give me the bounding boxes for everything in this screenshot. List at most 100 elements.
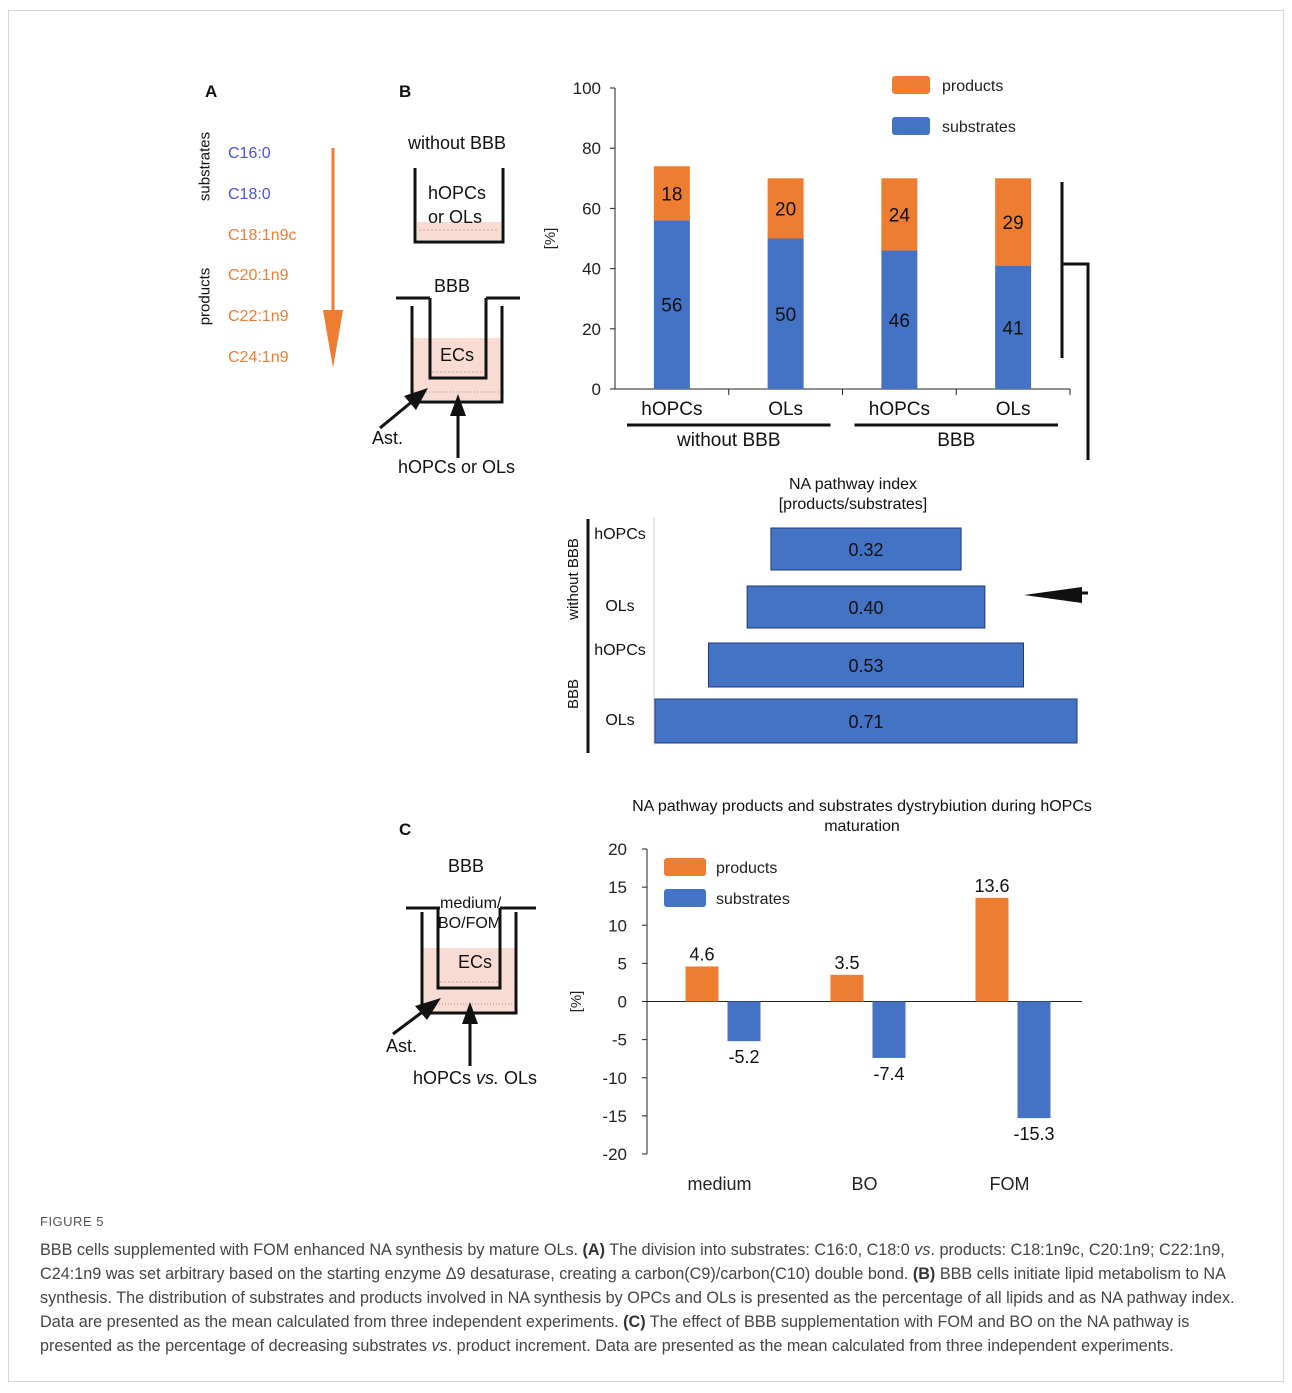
distribution-bar-chart: NA pathway products and substrates dystr… [568,798,1092,1194]
data-label-products: 20 [775,199,796,220]
bar-products [975,897,1009,1002]
bottom-cells-label: hOPCs or OLs [398,457,516,477]
data-label-substrates: -15.3 [1013,1124,1054,1144]
ast-label-c: Ast. [386,1036,418,1056]
y-tick-label: 5 [618,954,627,973]
bar-products [995,178,1032,266]
direction-arrow [323,148,343,368]
pointer-arrows-c [392,998,478,1066]
y-tick-label: 10 [608,916,627,935]
index-bar [770,527,962,571]
legend-label-products: products [716,860,777,877]
well-label-line1: hOPCs [428,183,487,203]
y-tick-label: 100 [573,79,601,98]
panel-label-c: C [399,820,412,839]
products-group-label: products [196,267,214,326]
index-bar [654,698,1078,744]
data-label-products: 13.6 [974,876,1009,896]
pointer-arrows [379,388,466,458]
y-tick-label: 15 [608,878,627,897]
chart-title-line2: maturation [824,818,900,835]
index-row-label: hOPCs [594,642,646,659]
y-tick-label: 0 [592,380,601,399]
y-tick-label: 80 [582,139,601,158]
data-label-products: 18 [661,184,682,205]
chart-title: NA pathway index [789,476,917,493]
pathway-index-chart: NA pathway index [products/substrates] 0.3… [565,476,1088,753]
bar-products [685,966,719,1002]
product-item: C18:1n9c [228,227,297,244]
without-bbb-title: without BBB [408,133,507,153]
bar-substrates [1017,1001,1051,1119]
bar-substrates [872,1001,906,1058]
y-tick-label: 60 [582,199,601,218]
y-axis-label: [%] [568,991,585,1013]
x-tick-label: medium [687,1174,751,1194]
y-tick-label: -15 [602,1107,627,1126]
index-value-label: 0.53 [848,656,883,676]
y-tick-label: 20 [608,840,627,859]
y-tick-label: -20 [602,1145,627,1164]
panel-label-a: A [205,82,218,101]
bar-substrates [995,265,1032,389]
y-tick-label: -10 [602,1069,627,1088]
legend-label-products: products [942,78,1003,95]
y-tick-label: 40 [582,260,601,279]
bar-products [653,166,690,221]
y-tick-label: 0 [618,993,627,1012]
index-bar [707,642,1025,688]
connector-line [1062,262,1090,460]
bar-substrates [881,250,918,389]
legend-label-substrates: substrates [942,119,1016,136]
ecs-label-c: ECs [458,952,493,972]
chart-subtitle: [products/substrates] [779,496,928,513]
bbb-title: BBB [434,276,471,296]
data-label-substrates: 50 [775,305,796,326]
y-axis-label: [%] [542,228,559,250]
data-label-substrates: 56 [661,296,682,317]
legend-label-substrates: substrates [716,891,790,908]
medium-label-line1: medium/ [440,895,502,912]
index-row-label: OLs [605,712,634,729]
well-label-line2: or OLs [428,207,483,227]
bar-substrates [653,220,690,389]
substrate-item: C16:0 [228,145,271,162]
stacked-bar-chart: 0 20 40 60 80 100 [%] 56 18 hOPCs 50 20 OLs 46 24 hOPCs… [542,76,1090,460]
data-label-substrates: 46 [889,311,910,332]
substrate-item: C18:0 [228,186,271,203]
product-item: C24:1n9 [228,349,289,366]
figure-number: FIGURE 5 [40,1214,104,1229]
x-tick-label: FOM [990,1174,1030,1194]
panel-label-b: B [399,82,412,101]
data-label-products: 29 [1003,213,1024,234]
bar-substrates [727,1001,761,1042]
x-tick-label: OLs [768,399,803,420]
chart-title: NA pathway products and substrates dystr… [632,798,1092,815]
legend-swatch-substrates [892,117,930,135]
product-item: C22:1n9 [228,308,289,325]
well-without-bbb [413,168,505,244]
connector-arrowhead [1024,587,1082,603]
x-tick-label: hOPCs [869,399,930,420]
data-label-products: 3.5 [834,953,859,973]
data-label-substrates: -5.2 [728,1047,759,1067]
data-label-products: 24 [889,205,911,226]
x-tick-label: hOPCs [641,399,702,420]
data-label-substrates: -7.4 [873,1064,904,1084]
substrates-group-label: substrates [196,131,214,202]
index-value-label: 0.32 [848,540,883,560]
bbb-title-c: BBB [448,856,485,876]
y-tick-label: 20 [582,320,601,339]
figure-caption: FIGURE 5 BBB cells supplemented with FOM… [40,1210,1260,1358]
index-row-label: hOPCs [594,526,646,543]
group-label: without BBB [565,538,582,621]
legend-swatch-products [892,76,930,94]
index-value-label: 0.40 [848,598,883,618]
ast-label: Ast. [372,428,404,448]
data-label-substrates: 41 [1003,318,1024,339]
index-bar [746,585,986,629]
product-item: C20:1n9 [228,267,289,284]
bar-products [767,178,804,239]
index-value-label: 0.71 [848,712,883,732]
bar-substrates [767,238,804,389]
